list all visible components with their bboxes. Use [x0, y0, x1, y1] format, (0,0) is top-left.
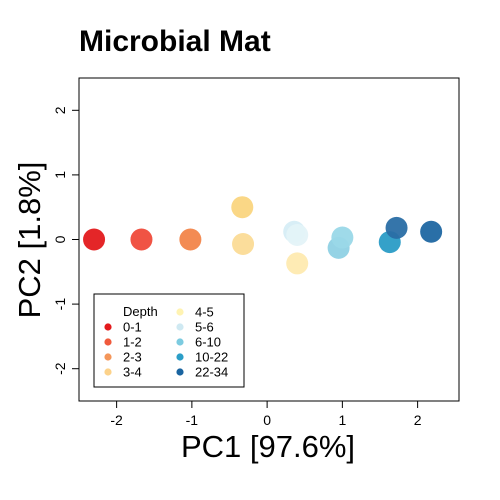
- legend-marker-1-2: [104, 338, 112, 346]
- y-tick-label-4: 2: [52, 106, 68, 114]
- legend-label-3-4: 3-4: [123, 365, 142, 380]
- legend-marker-2-3: [104, 353, 112, 361]
- legend-label-4-5: 4-5: [195, 305, 214, 320]
- legend-marker-5-6: [176, 323, 184, 331]
- data-points: [83, 196, 443, 275]
- y-tick-label-3: 1: [52, 171, 68, 179]
- legend-title: Depth: [123, 304, 158, 319]
- legend-marker-3-4: [104, 368, 112, 376]
- data-point-12: [420, 220, 443, 243]
- chart-title: Microbial Mat: [79, 25, 271, 58]
- data-point-3: [231, 196, 254, 219]
- data-point-6: [286, 223, 309, 246]
- legend-label-1-2: 1-2: [123, 335, 142, 350]
- x-tick-label-0: -2: [110, 412, 123, 428]
- legend-marker-4-5: [176, 308, 184, 316]
- x-tick-label-1: -1: [186, 412, 199, 428]
- legend-label-6-10: 6-10: [195, 335, 221, 350]
- data-point-0: [83, 228, 106, 251]
- data-point-11: [385, 216, 408, 239]
- x-tick-label-2: 0: [263, 412, 271, 428]
- data-point-7: [286, 252, 309, 275]
- data-point-2: [179, 228, 202, 251]
- y-tick-label-1: -1: [52, 298, 68, 311]
- legend-marker-22-34: [176, 368, 184, 376]
- y-tick-label-0: -2: [52, 362, 68, 375]
- legend-label-0-1: 0-1: [123, 320, 142, 335]
- x-tick-label-4: 2: [414, 412, 422, 428]
- x-axis-label: PC1 [97.6%]: [181, 429, 355, 464]
- data-point-1: [130, 228, 153, 251]
- x-axis: -2 -1 0 1 2: [110, 401, 422, 428]
- legend-label-2-3: 2-3: [123, 350, 142, 365]
- x-tick-label-3: 1: [338, 412, 346, 428]
- legend-marker-0-1: [104, 323, 112, 331]
- legend-label-22-34: 22-34: [195, 365, 228, 380]
- data-point-4: [232, 233, 255, 256]
- y-tick-label-2: 0: [52, 235, 68, 243]
- legend-marker-6-10: [176, 338, 184, 346]
- legend-label-5-6: 5-6: [195, 320, 214, 335]
- legend-label-10-22: 10-22: [195, 350, 228, 365]
- data-point-9: [331, 226, 354, 249]
- legend-box: [93, 293, 245, 388]
- y-axis-label: PC2 [1.8%]: [12, 162, 47, 319]
- y-axis: -2 -1 0 1 2: [52, 106, 79, 375]
- legend-marker-10-22: [176, 353, 184, 361]
